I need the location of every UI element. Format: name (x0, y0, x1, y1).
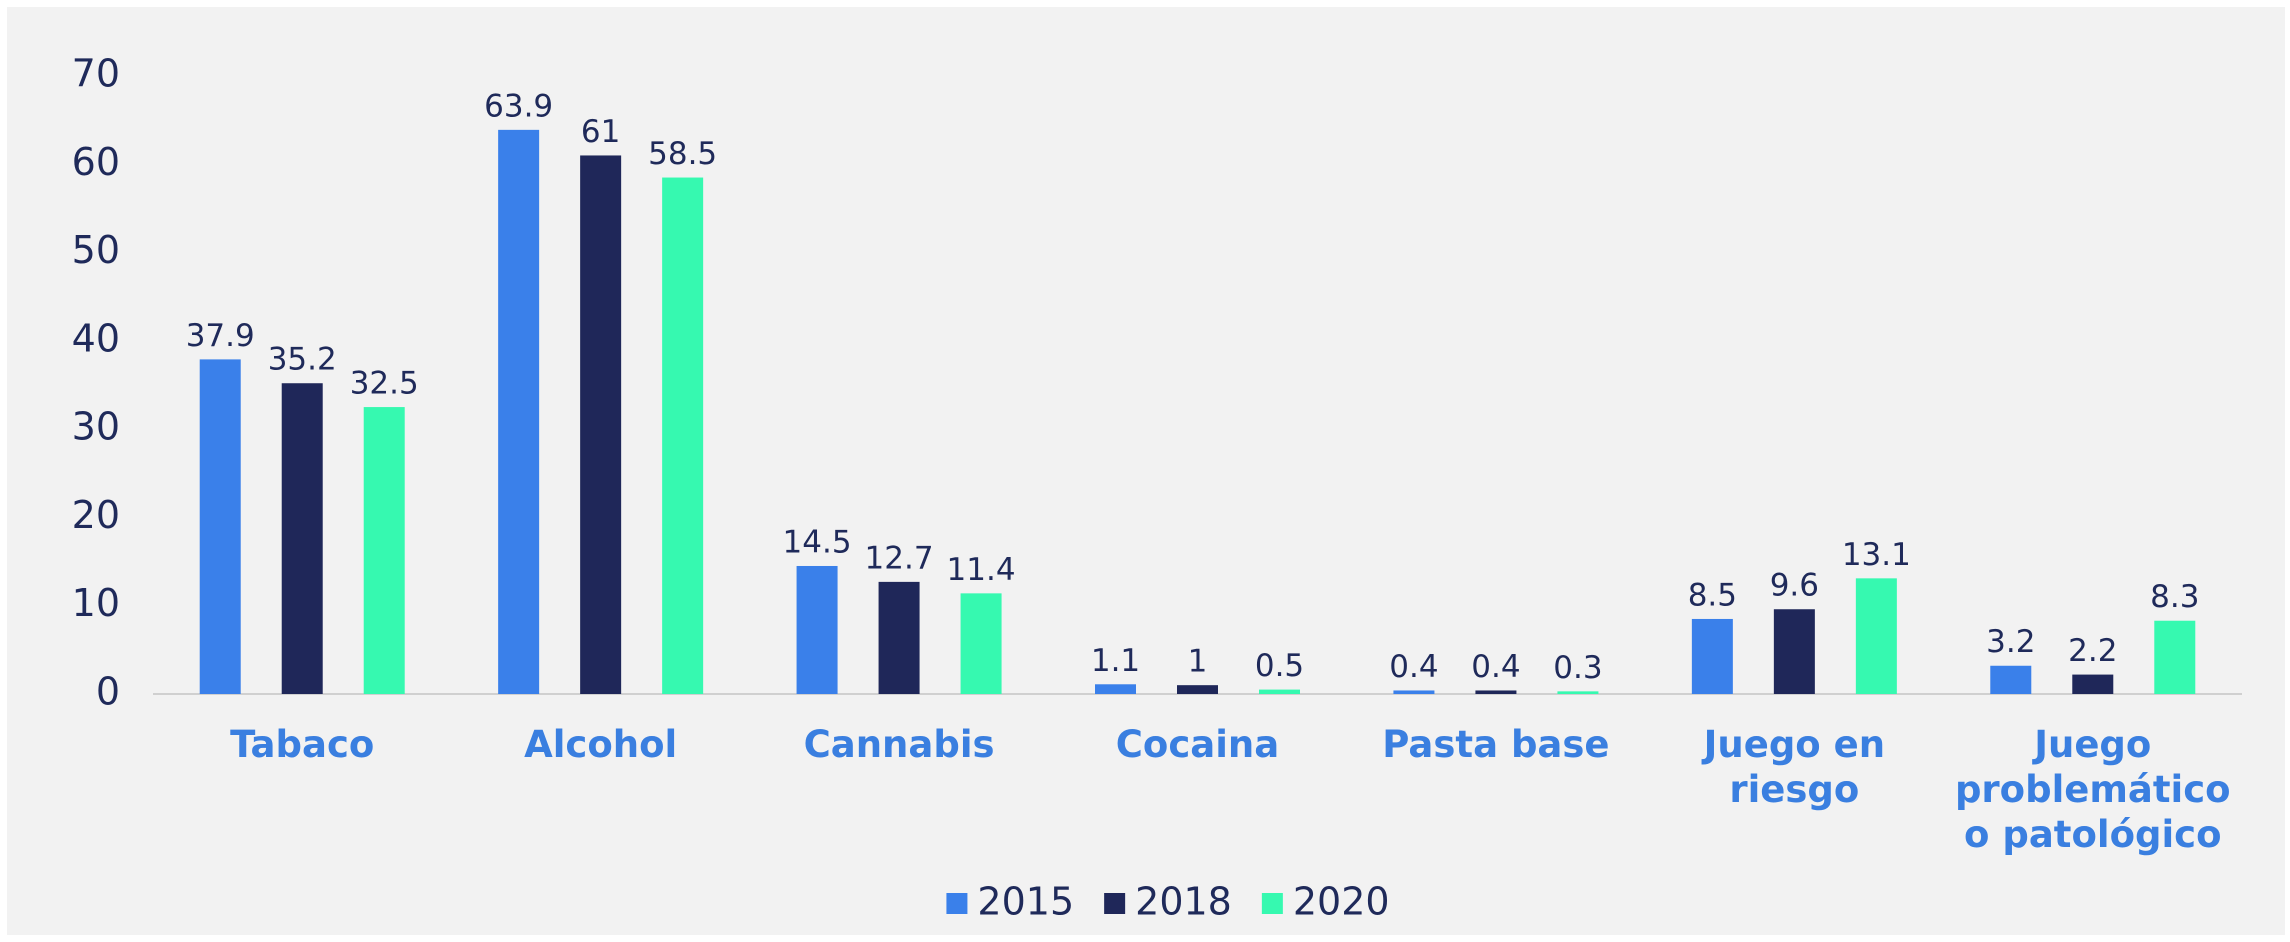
data-label: 3.2 (1986, 624, 2035, 660)
x-tick-label: Alcohol (524, 723, 678, 766)
bar (1095, 684, 1136, 694)
bar (1259, 689, 1300, 694)
data-label: 8.3 (2150, 579, 2199, 615)
bar (1691, 618, 1733, 694)
bar (498, 129, 540, 695)
y-tick-label: 0 (96, 670, 120, 714)
bar (2072, 674, 2114, 694)
data-label: 61 (581, 114, 620, 150)
data-label: 12.7 (865, 540, 934, 576)
y-tick-label: 70 (72, 52, 120, 96)
y-tick-label: 40 (72, 316, 120, 360)
data-label: 37.9 (186, 318, 255, 354)
bar (960, 593, 1002, 694)
data-label: 9.6 (1770, 568, 1819, 604)
x-tick-label: Cocaina (1115, 723, 1280, 766)
bar (1393, 690, 1435, 694)
data-label: 32.5 (350, 366, 419, 402)
data-label: 11.4 (947, 552, 1016, 588)
bar (662, 177, 704, 694)
x-tick-label: Juego problemático o patológico (1954, 723, 2231, 856)
legend-label: 2018 (1135, 880, 1232, 924)
data-label: 58.5 (648, 136, 717, 172)
bar (1475, 690, 1517, 694)
data-label: 1 (1188, 644, 1208, 680)
bar (2154, 620, 2196, 694)
y-tick-label: 10 (72, 581, 120, 625)
bar (1557, 691, 1599, 694)
data-label: 0.3 (1553, 650, 1602, 686)
data-label: 14.5 (783, 524, 852, 560)
legend-label: 2015 (977, 880, 1074, 924)
bar (580, 155, 622, 694)
bar (1855, 578, 1897, 694)
y-tick-label: 60 (72, 140, 120, 184)
x-tick-label: Pasta base (1382, 723, 1610, 766)
x-tick-label: Cannabis (803, 723, 995, 766)
legend-label: 2020 (1293, 880, 1390, 924)
data-label: 0.4 (1471, 649, 1520, 685)
data-label: 63.9 (484, 88, 553, 124)
data-label: 8.5 (1688, 577, 1737, 613)
data-label: 13.1 (1842, 537, 1911, 573)
bar (1773, 609, 1815, 694)
data-label: 35.2 (268, 342, 337, 378)
bar (281, 383, 323, 694)
data-label: 0.4 (1389, 649, 1438, 685)
legend-swatch (1104, 893, 1126, 914)
x-tick-label: Juego en riesgo (1703, 723, 1886, 811)
y-tick-label: 50 (72, 228, 120, 272)
legend-swatch (1261, 893, 1283, 914)
data-label: 2.2 (2068, 633, 2117, 669)
y-tick-label: 20 (72, 493, 120, 537)
legend-swatch (946, 893, 968, 914)
bar (1990, 665, 2032, 694)
x-tick-label: Tabaco (230, 723, 375, 766)
bar (796, 565, 838, 694)
data-label: 1.1 (1091, 643, 1140, 679)
bar (878, 581, 920, 694)
y-tick-label: 30 (72, 405, 120, 449)
bar (1177, 685, 1218, 694)
bar (199, 359, 241, 694)
bar (363, 407, 405, 694)
data-label: 0.5 (1255, 648, 1304, 684)
